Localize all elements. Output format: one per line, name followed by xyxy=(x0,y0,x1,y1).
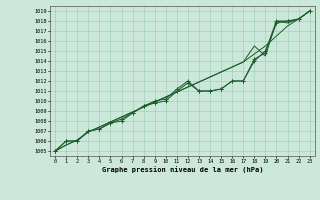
X-axis label: Graphe pression niveau de la mer (hPa): Graphe pression niveau de la mer (hPa) xyxy=(102,167,263,173)
